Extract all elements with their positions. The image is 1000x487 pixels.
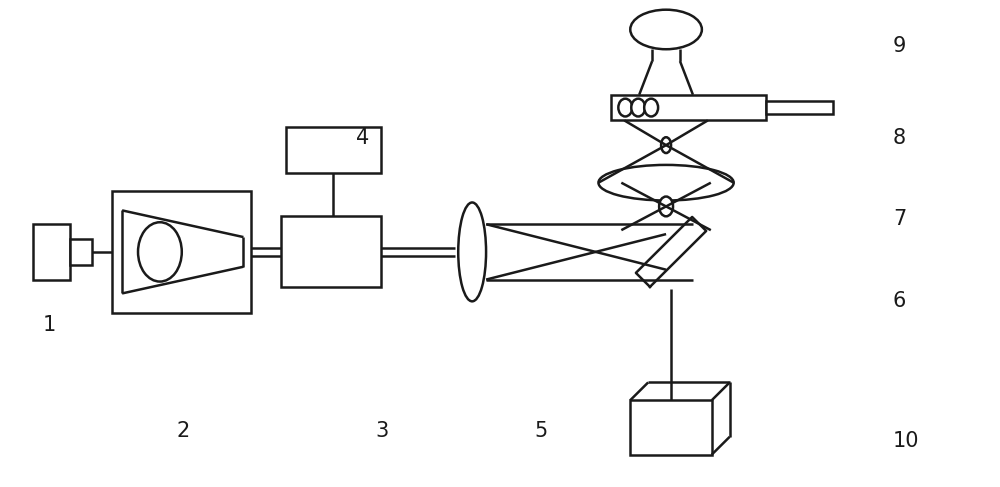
Bar	[281, 216, 381, 287]
Bar	[766, 101, 833, 114]
Text: 4: 4	[356, 128, 369, 148]
Text: 3: 3	[376, 421, 389, 441]
Text: 6: 6	[893, 291, 906, 311]
Bar	[611, 94, 766, 120]
Text: 7: 7	[893, 209, 906, 229]
Text: 8: 8	[893, 128, 906, 148]
Bar	[286, 127, 381, 173]
Ellipse shape	[458, 203, 486, 301]
Ellipse shape	[630, 10, 702, 49]
Bar	[630, 400, 712, 454]
Ellipse shape	[618, 99, 632, 116]
Ellipse shape	[138, 222, 182, 281]
Text: 2: 2	[177, 421, 190, 441]
Ellipse shape	[661, 137, 671, 153]
Bar	[112, 190, 251, 313]
Bar	[33, 224, 70, 280]
Text: 10: 10	[893, 431, 919, 451]
Text: 5: 5	[535, 421, 548, 441]
Ellipse shape	[644, 99, 658, 116]
Bar	[70, 239, 92, 265]
Text: 1: 1	[43, 316, 56, 336]
Ellipse shape	[659, 197, 673, 216]
Ellipse shape	[631, 99, 645, 116]
Text: 9: 9	[893, 36, 906, 56]
Ellipse shape	[598, 165, 734, 201]
